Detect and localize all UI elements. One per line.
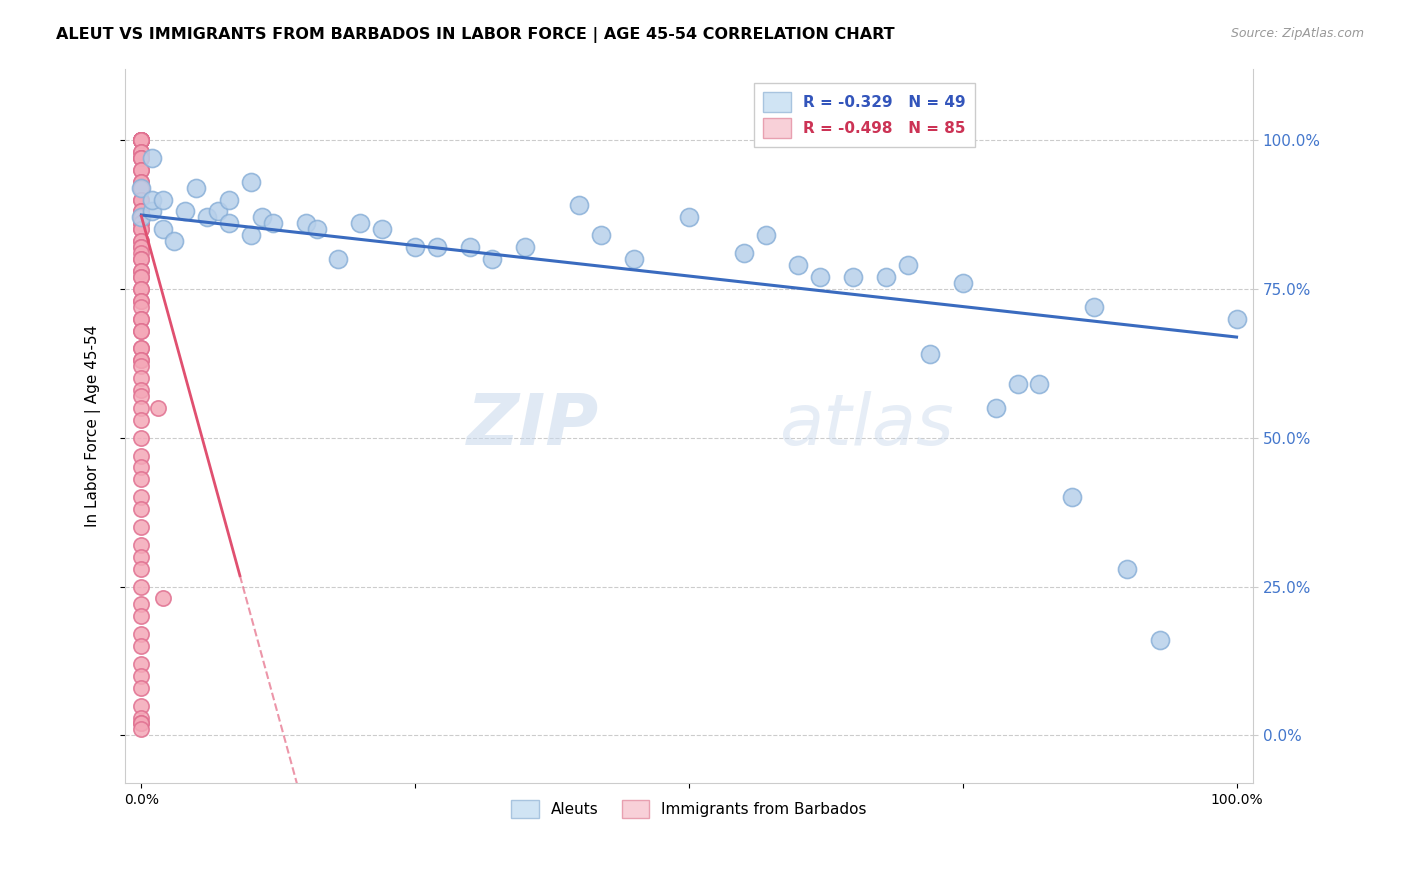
Text: Source: ZipAtlas.com: Source: ZipAtlas.com <box>1230 27 1364 40</box>
Y-axis label: In Labor Force | Age 45-54: In Labor Force | Age 45-54 <box>86 325 101 527</box>
Text: ALEUT VS IMMIGRANTS FROM BARBADOS IN LABOR FORCE | AGE 45-54 CORRELATION CHART: ALEUT VS IMMIGRANTS FROM BARBADOS IN LAB… <box>56 27 894 43</box>
Legend: Aleuts, Immigrants from Barbados: Aleuts, Immigrants from Barbados <box>503 792 875 825</box>
Text: atlas: atlas <box>779 392 953 460</box>
Text: ZIP: ZIP <box>467 392 599 460</box>
